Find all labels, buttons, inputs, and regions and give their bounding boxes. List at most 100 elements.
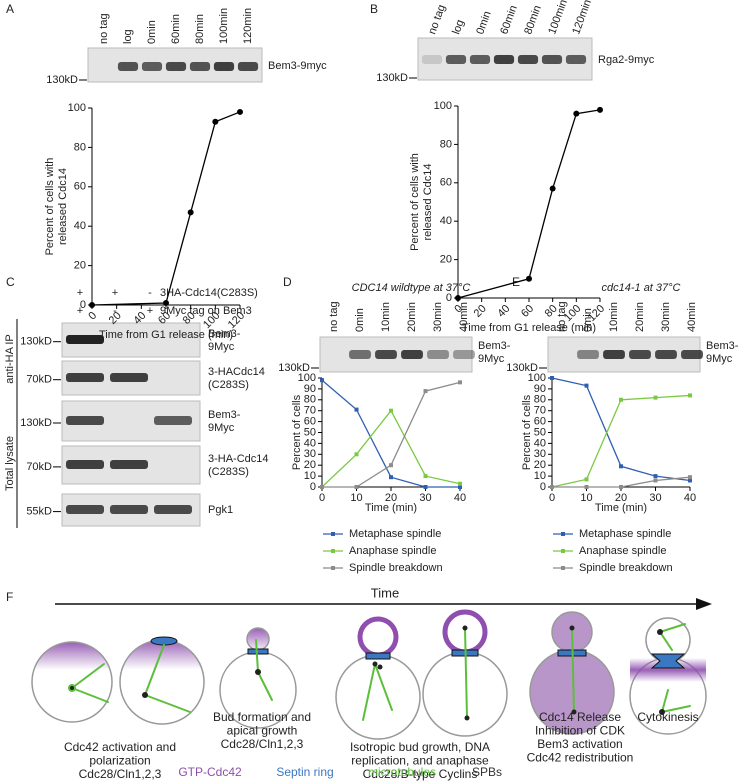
y-axis-label: Percent of cells with bbox=[409, 153, 421, 251]
point bbox=[653, 395, 658, 400]
stage-caption: Cytokinesis bbox=[637, 710, 698, 724]
y-tick-label: 0 bbox=[80, 299, 86, 311]
point bbox=[163, 300, 169, 307]
size-marker: 70kD bbox=[26, 461, 52, 473]
panel-letter: C bbox=[6, 275, 15, 289]
stage-caption: Cdc28/Cln1,2,3 bbox=[79, 767, 162, 781]
y-tick-label: 80 bbox=[304, 394, 316, 406]
point bbox=[584, 477, 589, 482]
point bbox=[389, 408, 393, 413]
y-axis-label: Percent of cells bbox=[521, 394, 533, 470]
lane-label: no tag bbox=[426, 3, 448, 36]
point bbox=[619, 485, 623, 489]
lane-label: 30min bbox=[432, 302, 444, 332]
blot-label: Bem3- bbox=[208, 409, 241, 421]
band bbox=[110, 505, 148, 514]
point bbox=[187, 209, 194, 216]
band bbox=[66, 335, 104, 344]
band bbox=[565, 55, 587, 64]
y-tick-label: 90 bbox=[534, 383, 546, 395]
condition-sign: + bbox=[77, 305, 83, 317]
stage-caption: Inhibition of CDK bbox=[535, 724, 625, 738]
legend-marker bbox=[561, 532, 565, 536]
band bbox=[66, 505, 104, 514]
stage-caption: Cdc28/Cln1,2,3 bbox=[221, 737, 304, 751]
band bbox=[541, 55, 563, 64]
band bbox=[154, 416, 192, 425]
x-axis-label: Time from G1 release (min) bbox=[99, 329, 233, 341]
y-axis-label: Percent of cells bbox=[291, 394, 303, 470]
lane-label: 60min bbox=[498, 4, 520, 36]
lane-label: 0min bbox=[354, 308, 366, 332]
point bbox=[423, 389, 428, 394]
size-marker: 55kD bbox=[26, 506, 52, 518]
y-tick-label: 60 bbox=[74, 181, 86, 193]
point bbox=[573, 110, 580, 117]
point bbox=[320, 485, 324, 489]
band bbox=[493, 55, 515, 64]
x-tick-label: 40 bbox=[495, 303, 512, 320]
lane-label: 80min bbox=[194, 14, 206, 44]
band bbox=[165, 62, 187, 71]
chart-title: cdc14-1 at 37°C bbox=[602, 282, 681, 294]
panel-letter: A bbox=[6, 2, 14, 16]
legend-marker bbox=[331, 532, 335, 536]
legend-label: Anaphase spindle bbox=[349, 545, 436, 557]
point bbox=[212, 118, 219, 125]
band-label: 9Myc bbox=[478, 353, 505, 365]
x-axis-label: Time (min) bbox=[595, 502, 647, 514]
band bbox=[110, 460, 148, 469]
lane-label: 40min bbox=[686, 302, 698, 332]
size-marker: 130kD bbox=[20, 336, 52, 348]
y-tick-label: 40 bbox=[304, 437, 316, 449]
blot-label: 3-HA-Cdc14 bbox=[208, 453, 269, 465]
y-tick-label: 60 bbox=[440, 177, 452, 189]
panel-letter: F bbox=[6, 590, 13, 604]
point bbox=[455, 295, 461, 301]
point bbox=[354, 485, 359, 489]
stage-caption: Bud formation and bbox=[213, 710, 311, 724]
condition-sign: + bbox=[112, 287, 118, 299]
blot-label: Pgk1 bbox=[208, 504, 233, 516]
blot-label: Bem3- bbox=[208, 328, 241, 340]
band bbox=[375, 350, 397, 359]
lane-label: 120min bbox=[242, 8, 254, 44]
band-label: Bem3- bbox=[478, 340, 511, 352]
y-tick-label: 90 bbox=[304, 383, 316, 395]
blot-label: 9Myc bbox=[208, 341, 235, 353]
lane-label: log bbox=[122, 29, 134, 44]
x-tick-label: 10 bbox=[580, 492, 592, 504]
lane-label: 10min bbox=[380, 302, 392, 332]
size-marker: 130kD bbox=[46, 74, 78, 86]
axis-label: Time bbox=[371, 585, 399, 600]
lane-label: 0min bbox=[474, 10, 493, 37]
point bbox=[688, 475, 692, 480]
point bbox=[653, 478, 658, 483]
lane-label: 120min bbox=[570, 0, 594, 36]
stage-caption: polarization bbox=[89, 754, 150, 768]
condition-label: 3HA-Cdc14(C283S) bbox=[160, 287, 258, 299]
point bbox=[619, 464, 623, 469]
band bbox=[445, 55, 467, 64]
cell-diagram bbox=[31, 609, 707, 740]
point bbox=[458, 380, 462, 385]
arrow-head bbox=[696, 598, 712, 610]
y-tick-label: 80 bbox=[440, 138, 452, 150]
legend-label: GTP-Cdc42 bbox=[178, 765, 242, 779]
stage-caption: Cdc28/B-type Cyclins bbox=[363, 767, 478, 781]
condition-label: 9Myc tag on Bem3 bbox=[160, 305, 252, 317]
series-line bbox=[91, 111, 241, 306]
stage-caption: replication, and anaphase bbox=[351, 754, 489, 768]
legend-label: Septin ring bbox=[276, 765, 333, 779]
lane-label: 100min bbox=[546, 0, 570, 36]
point bbox=[458, 485, 462, 489]
point bbox=[320, 378, 324, 383]
series-line bbox=[457, 109, 601, 299]
lane-label: no tag bbox=[98, 13, 110, 44]
point bbox=[354, 407, 359, 412]
size-marker: 130kD bbox=[506, 362, 538, 374]
legend-label: Spindle breakdown bbox=[349, 562, 443, 574]
y-tick-label: 100 bbox=[68, 102, 86, 114]
x-axis-label: Time from G1 release (min) bbox=[462, 322, 596, 334]
condition-sign: - bbox=[148, 287, 152, 299]
